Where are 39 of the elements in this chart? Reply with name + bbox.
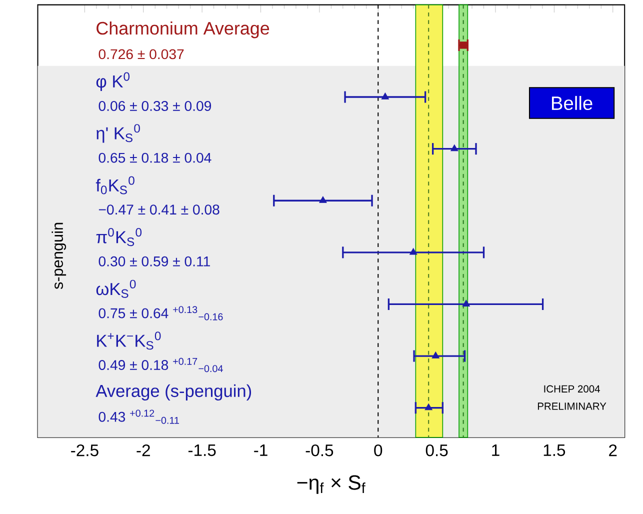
annotation: ICHEP 2004 <box>544 385 600 392</box>
point <box>319 196 327 203</box>
x-tick-label: -2.5 <box>71 444 98 456</box>
y-tick-label: η' K$_{S}$0 <box>96 124 140 143</box>
point <box>424 403 432 410</box>
point <box>462 300 470 306</box>
annotation: PRELIMINARY <box>538 402 606 410</box>
y-tick-label: Charmonium Average <box>96 21 270 38</box>
point <box>410 248 418 255</box>
y-tick-label: f$_{0}$K$_{S}$0 <box>96 176 134 194</box>
annotation: 0.43 $^{+0.12}$−0.11 <box>98 410 179 424</box>
x-tick-label: 2 <box>609 444 617 456</box>
x-tick-label: -1.5 <box>188 444 216 456</box>
point <box>432 352 440 358</box>
y-tick-label: Average (s-penguin) <box>96 384 252 400</box>
y-tick-label: π$^{0}$K$_{S}$0 <box>96 228 142 246</box>
x-tick-label: -1 <box>254 444 268 456</box>
annotation: Belle <box>552 96 592 110</box>
y-tick-label: φ K$^{0}$ <box>96 72 130 91</box>
x-tick-label: 0.5 <box>426 444 448 456</box>
x-tick-label: 1 <box>492 444 500 456</box>
annotation: 0.49 ± 0.18 $^{+0.17}$−0.04 <box>98 358 223 372</box>
x-tick-label: 0 <box>374 444 382 456</box>
annotation: −0.47 ± 0.41 ± 0.08 <box>98 204 220 214</box>
point <box>460 41 467 49</box>
point <box>450 144 458 152</box>
annotation: 0.726 ± 0.037 <box>98 49 184 60</box>
annotation: 0.75 ± 0.64 $^{+0.13}$−0.16 <box>98 306 223 320</box>
y-tick-label: K$^{+}$K$^{−}$K$_{S}$0 <box>97 331 161 350</box>
annotation: 0.65 ± 0.18 ± 0.04 <box>98 152 212 163</box>
x-axis-title: −η$_{f}$ × S$_{f}$ <box>297 475 366 494</box>
x-tick-label: -0.5 <box>306 444 334 456</box>
annotation: 0.06 ± 0.33 ± 0.09 <box>98 100 212 111</box>
x-tick-label: -2 <box>136 444 150 456</box>
y-tick-label: ωK$_{S}$0 <box>96 280 136 298</box>
point <box>381 92 389 100</box>
x-tick-label: 1.5 <box>544 444 566 456</box>
y-axis-title: s-penguin <box>52 222 66 289</box>
annotation: 0.30 ± 0.59 ± 0.11 <box>98 256 210 266</box>
